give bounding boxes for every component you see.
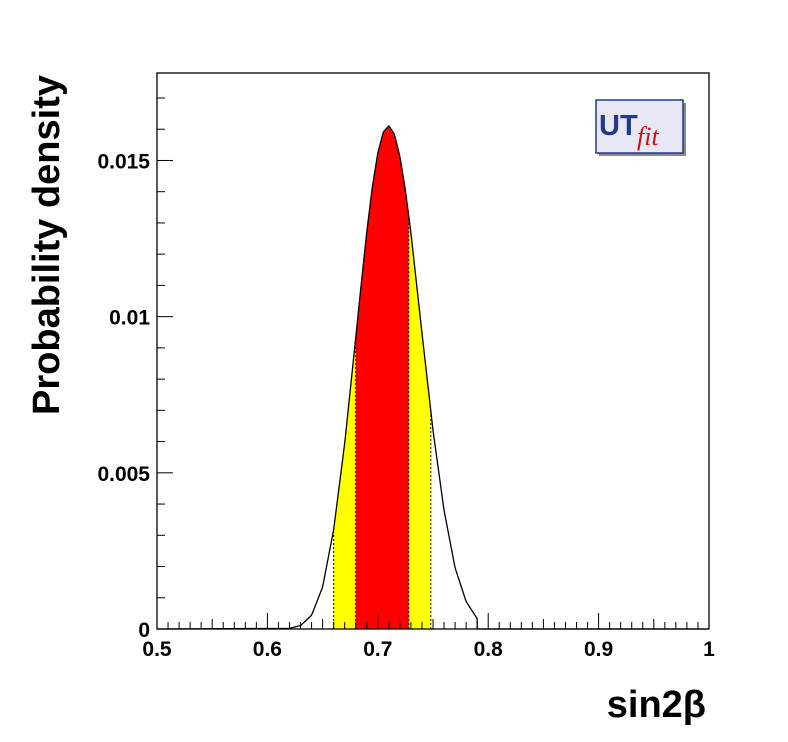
- interval-fills: [333, 125, 432, 630]
- y-axis: 0 0.005 0.01 0.015: [97, 97, 173, 642]
- logo-box: [595, 99, 684, 154]
- y-axis-title: Probability density: [26, 75, 68, 415]
- y-tick-label: 0.015: [97, 150, 150, 173]
- logo-text-ut: UT: [599, 110, 638, 142]
- interval-fill-1: [355, 125, 409, 630]
- x-axis: 0.5 0.6 0.7 0.8 0.9 1: [142, 613, 715, 661]
- x-tick-label: 1: [703, 638, 715, 661]
- x-axis-title: sin2β: [607, 684, 706, 726]
- logo-text-fit: fit: [637, 122, 659, 151]
- density-curve: [156, 124, 709, 630]
- y-tick-label: 0: [138, 619, 150, 642]
- y-tick-label: 0.005: [97, 463, 150, 486]
- plot-frame: [156, 72, 710, 630]
- x-tick-label: 0.8: [474, 638, 504, 661]
- x-tick-label: 0.5: [142, 638, 172, 661]
- x-tick-label: 0.6: [253, 638, 282, 661]
- x-tick-label: 0.9: [584, 638, 613, 661]
- x-tick-label: 0.7: [363, 638, 392, 661]
- y-tick-label: 0.01: [109, 307, 150, 330]
- utfit-logo: UT fit: [595, 99, 686, 156]
